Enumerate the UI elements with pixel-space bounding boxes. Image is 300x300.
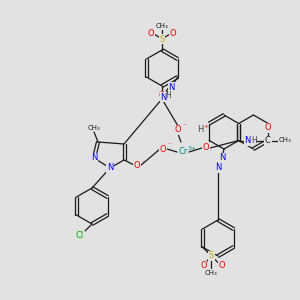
Text: Cl: Cl: [76, 232, 84, 241]
Text: 3+: 3+: [188, 146, 196, 151]
Text: O: O: [148, 28, 154, 38]
Text: N: N: [160, 92, 167, 101]
Text: Cr: Cr: [178, 148, 188, 157]
Text: O: O: [170, 28, 176, 38]
Text: N: N: [215, 164, 221, 172]
Text: S: S: [209, 251, 214, 260]
Text: N: N: [168, 82, 175, 91]
Text: H: H: [197, 125, 203, 134]
Text: H: H: [251, 136, 256, 145]
Text: CH₃: CH₃: [278, 137, 291, 143]
Text: O: O: [218, 262, 225, 271]
Text: ⁻: ⁻: [141, 158, 145, 167]
Text: +: +: [203, 124, 208, 130]
Text: O: O: [159, 92, 165, 100]
Text: O: O: [160, 145, 166, 154]
Text: N: N: [244, 136, 251, 145]
Text: CH₃: CH₃: [156, 23, 168, 29]
Text: O: O: [175, 125, 181, 134]
Text: O: O: [203, 143, 209, 152]
Text: N: N: [107, 164, 113, 172]
Text: ⁻: ⁻: [167, 142, 171, 148]
Text: CH₃: CH₃: [205, 270, 218, 276]
Text: H: H: [165, 91, 171, 100]
Text: S: S: [159, 34, 165, 43]
Text: ⁻: ⁻: [182, 123, 186, 129]
Text: C: C: [265, 136, 271, 145]
Text: O: O: [134, 161, 140, 170]
Text: N: N: [91, 154, 97, 163]
Text: O: O: [264, 123, 271, 132]
Text: N: N: [219, 154, 225, 163]
Text: CH₃: CH₃: [88, 125, 100, 131]
Text: O: O: [200, 262, 207, 271]
